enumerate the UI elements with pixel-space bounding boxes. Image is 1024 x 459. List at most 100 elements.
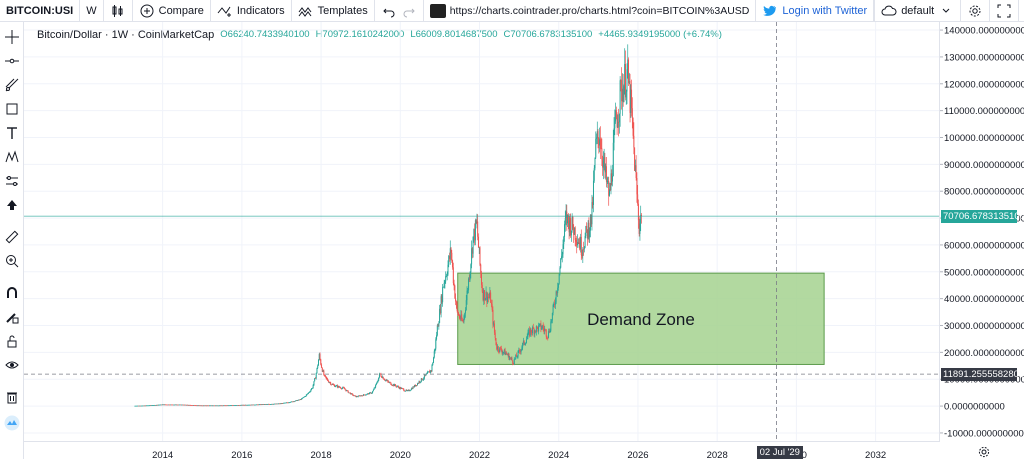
candle-down [364,394,366,396]
candle-up [179,404,181,406]
snapshot-button[interactable] [1019,0,1024,22]
candle-up [538,325,540,332]
candle-down [404,390,406,392]
candle-down [333,384,335,386]
chart-style-button[interactable] [104,0,133,22]
candle-up [426,372,428,374]
magnet-tool[interactable] [3,284,21,302]
candle-down [449,255,451,259]
candle-down [479,247,481,265]
candle-down [353,395,355,397]
pattern-tool[interactable] [3,148,21,166]
candle-down [494,332,496,339]
cloud-logo-icon [4,415,20,431]
y-tick-label: 0.0000000000 [944,402,1005,413]
candle-up [215,405,217,407]
candle-up [302,397,304,399]
candle-up [557,287,559,294]
settings-button[interactable] [961,0,991,22]
candle-up [238,404,240,406]
candle-up [270,403,272,405]
candle-down [453,283,455,286]
candle-up [564,224,566,237]
candle-down [430,370,432,372]
undo-icon[interactable] [381,3,397,19]
candle-down [586,225,588,230]
candle-up [426,373,428,375]
trendline-tool[interactable] [3,52,21,70]
measure-tool[interactable] [3,228,21,246]
login-twitter-button[interactable]: Login with Twitter [755,0,875,22]
candle-up [623,86,625,102]
candle-down [260,404,262,406]
candle-down [194,405,196,406]
candle-up [628,81,630,84]
url-area[interactable]: https://charts.cointrader.pro/charts.htm… [424,0,756,22]
candle-down [506,353,508,356]
interval-button[interactable]: W [80,0,104,22]
candle-up [313,381,315,386]
toolbar-right: default [874,0,1024,22]
candle-down [244,404,246,406]
hide-drawings-tool[interactable] [3,356,21,374]
candle-down [201,405,203,407]
chart-url[interactable]: https://charts.cointrader.pro/charts.htm… [449,4,750,17]
candle-up [161,404,163,406]
text-tool[interactable] [3,124,21,142]
brand-logo[interactable] [3,414,21,432]
candle-down [633,135,635,148]
legend-title: Bitcoin/Dollar · 1W · CoinMarketCap [37,29,215,41]
candle-up [373,388,375,390]
candle-down [395,385,397,387]
candle-up [262,404,264,405]
arrow-tool[interactable] [3,196,21,214]
redo-icon[interactable] [401,3,417,19]
candle-up [307,393,309,395]
rectangle-tool[interactable] [3,100,21,118]
y-tick-label: 30000.0000000000 [944,321,1024,332]
candle-up [562,244,564,255]
candle-down [504,349,506,356]
compare-button[interactable]: Compare [133,0,211,22]
candle-up [222,405,224,407]
candle-up [258,404,260,406]
candle-down [327,378,329,381]
symbol-search[interactable]: BITCOIN:USI [0,0,81,22]
candle-down [356,396,358,398]
candle-down [208,405,210,407]
candle-down [206,405,208,407]
candle-up [353,395,355,397]
candle-down [621,80,623,102]
candle-up [273,403,275,405]
candle-up [551,320,553,322]
candle-down [351,393,353,395]
layout-button[interactable]: default [874,0,962,22]
pitchfork-tool[interactable] [3,76,21,94]
candle-up [527,331,529,337]
fullscreen-button[interactable] [990,0,1020,22]
candle-down [182,404,184,406]
candle-up [448,255,450,265]
candle-up [394,384,396,387]
templates-button[interactable]: Templates [292,0,375,22]
candle-up [615,110,617,122]
remove-drawings-tool[interactable] [3,388,21,406]
candle-up [254,404,256,406]
candle-up [301,397,303,399]
candle-down [516,354,518,357]
axis-settings-button[interactable] [978,445,990,458]
stay-drawing-tool[interactable] [3,308,21,326]
candle-down [199,405,201,407]
candle-up [148,405,150,407]
lock-tool[interactable] [3,332,21,350]
gear-icon [967,3,983,19]
y-tick-label: 50000.0000000000 [944,267,1024,278]
candle-down [345,389,347,392]
indicators-button[interactable]: Indicators [211,0,292,22]
crosshair-tool[interactable] [3,28,21,46]
prediction-tool[interactable] [3,172,21,190]
candle-up [134,405,136,407]
zoom-tool[interactable] [3,252,21,270]
candle-down [219,405,221,407]
